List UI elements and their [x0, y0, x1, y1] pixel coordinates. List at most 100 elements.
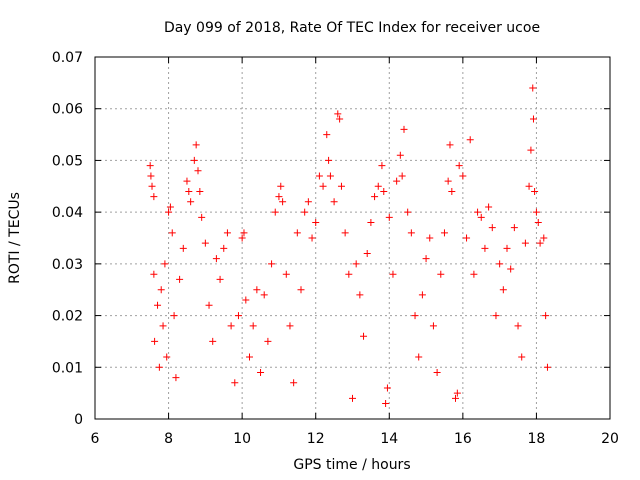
data-point: [301, 208, 309, 216]
data-point: [336, 115, 344, 123]
data-point: [297, 286, 305, 294]
data-point: [378, 162, 386, 170]
data-point: [268, 260, 276, 268]
data-point: [192, 141, 200, 149]
data-point: [185, 187, 193, 195]
x-tick-label: 14: [380, 431, 398, 447]
data-point: [415, 353, 423, 361]
data-point: [463, 234, 471, 242]
data-point: [264, 337, 272, 345]
data-point: [466, 136, 474, 144]
data-point: [183, 177, 191, 185]
data-point: [371, 193, 379, 201]
data-point: [542, 312, 550, 320]
data-point: [470, 270, 478, 278]
data-point: [286, 322, 294, 330]
data-point: [411, 312, 419, 320]
data-point: [179, 244, 187, 252]
grid-lines: [95, 57, 610, 419]
data-point: [459, 172, 467, 180]
data-point: [150, 270, 158, 278]
data-point: [240, 229, 248, 237]
data-point: [253, 286, 261, 294]
data-point: [290, 379, 298, 387]
data-point: [151, 337, 159, 345]
data-point: [529, 115, 537, 123]
data-point: [488, 224, 496, 232]
data-point: [187, 198, 195, 206]
y-axis-title: ROTI / TECUs: [7, 192, 23, 284]
data-point: [148, 182, 156, 190]
data-point: [220, 244, 228, 252]
data-point: [257, 368, 265, 376]
data-point: [532, 208, 540, 216]
data-point: [426, 234, 434, 242]
data-point: [448, 187, 456, 195]
x-axis-title: GPS time / hours: [293, 457, 410, 473]
data-point: [147, 172, 155, 180]
data-point: [154, 301, 162, 309]
data-point: [529, 84, 537, 92]
data-point: [360, 332, 368, 340]
data-point: [279, 198, 287, 206]
data-point: [326, 172, 334, 180]
data-point: [238, 234, 246, 242]
data-point: [194, 167, 202, 175]
data-point: [176, 275, 184, 283]
data-point: [356, 291, 364, 299]
data-point: [260, 291, 268, 299]
data-point: [282, 270, 290, 278]
data-point: [429, 322, 437, 330]
data-point: [440, 229, 448, 237]
data-point: [525, 182, 533, 190]
data-point: [407, 229, 415, 237]
data-point: [166, 203, 174, 211]
y-tick-label: 0.02: [52, 309, 83, 325]
data-point: [170, 312, 178, 320]
data-point: [534, 218, 542, 226]
data-point: [212, 255, 220, 263]
data-point: [474, 208, 482, 216]
data-point: [155, 363, 163, 371]
data-point: [352, 260, 360, 268]
data-point: [205, 301, 213, 309]
data-point: [227, 322, 235, 330]
data-point: [345, 270, 353, 278]
data-point: [312, 218, 320, 226]
data-point: [363, 250, 371, 258]
data-point: [446, 141, 454, 149]
x-tick-label: 10: [233, 431, 251, 447]
data-point: [201, 239, 209, 247]
data-point: [422, 255, 430, 263]
data-point: [499, 286, 507, 294]
data-point: [543, 363, 551, 371]
data-point: [196, 187, 204, 195]
data-point: [492, 312, 500, 320]
data-point: [163, 353, 171, 361]
data-point: [521, 239, 529, 247]
data-point: [246, 353, 253, 361]
y-tick-label: 0.05: [52, 153, 83, 169]
y-tick-labels: 0 0.01 0.02 0.03 0.04 0.05 0.06 0.07: [52, 50, 83, 428]
data-point: [341, 229, 349, 237]
data-point: [400, 125, 408, 133]
data-point: [404, 208, 412, 216]
data-point: [146, 162, 154, 170]
data-point: [393, 177, 401, 185]
data-point: [367, 218, 375, 226]
data-point: [503, 244, 511, 252]
data-point: [531, 187, 539, 195]
data-point: [304, 198, 312, 206]
data-point: [277, 182, 285, 190]
data-point: [396, 151, 404, 159]
data-point: [385, 213, 393, 221]
data-point: [540, 234, 548, 242]
y-tick-label: 0.07: [52, 50, 83, 66]
data-point: [398, 172, 406, 180]
data-point: [349, 394, 356, 402]
data-point: [159, 322, 167, 330]
data-point: [334, 110, 342, 118]
data-point: [510, 224, 518, 232]
data-point: [223, 229, 231, 237]
x-tick-label: 18: [528, 431, 546, 447]
